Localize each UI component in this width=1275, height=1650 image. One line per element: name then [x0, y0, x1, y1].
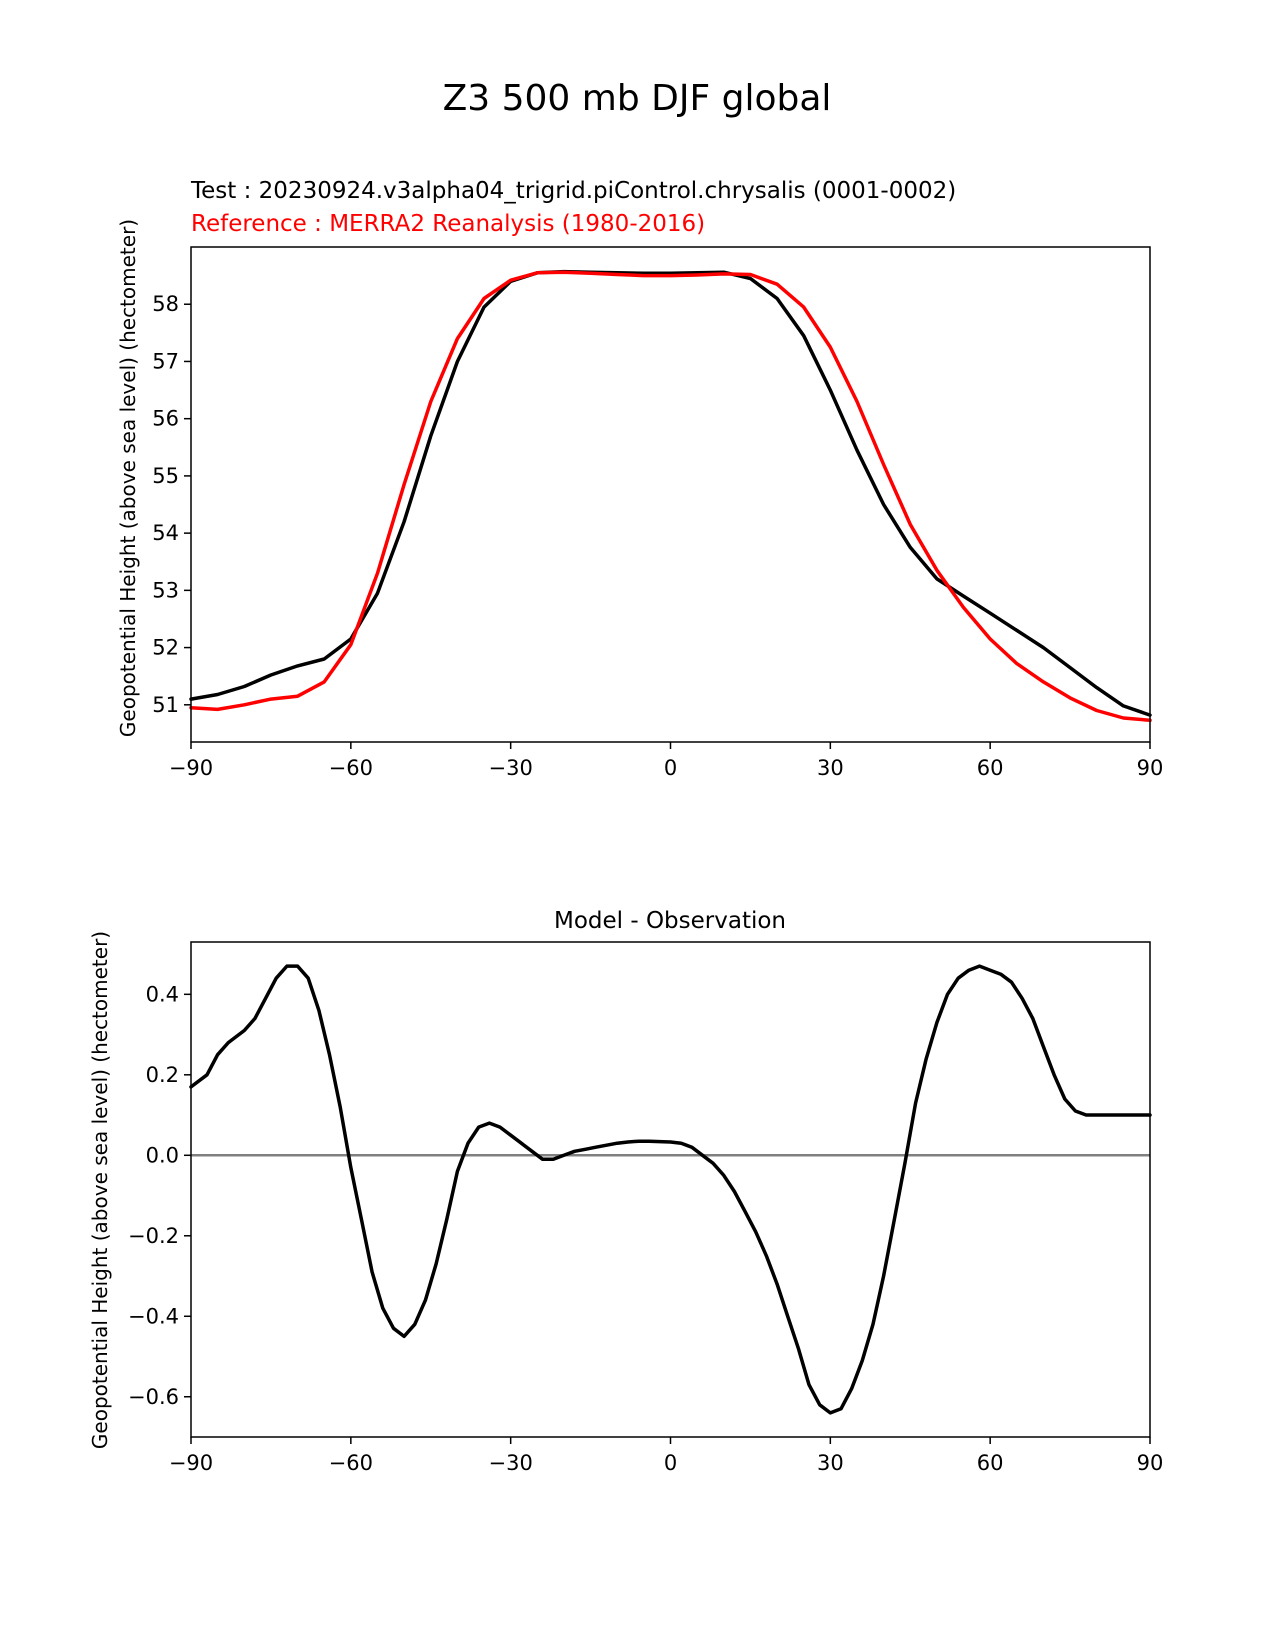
top-y-tick-label: 54 — [152, 521, 179, 545]
top-series-line-1 — [189, 270, 1152, 723]
top-y-tick-label: 56 — [152, 407, 179, 431]
top-panel: Test : 20230924.v3alpha04_trigrid.piCont… — [116, 178, 1163, 780]
top-x-tick-label: 90 — [1137, 756, 1164, 780]
top-marks: −90 −60 −30 0 30 60 90 51 52 53 54 55 56 57 58 — [152, 269, 1164, 780]
bottom-panel: Model - Observation Geopotential Height … — [88, 908, 1163, 1475]
test-label: Test : 20230924.v3alpha04_trigrid.piCont… — [190, 178, 956, 204]
figure-title: Z3 500 mb DJF global — [443, 78, 832, 119]
top-y-tick-label: 57 — [152, 349, 179, 373]
bottom-y-tick-label: 0.2 — [146, 1063, 179, 1087]
bottom-x-tick-label: 30 — [817, 1451, 844, 1475]
top-x-tick-label: −90 — [169, 756, 213, 780]
bottom-y-tick-label: 0.0 — [146, 1143, 179, 1167]
bottom-y-tick-label: −0.6 — [128, 1385, 179, 1409]
top-x-tick-label: −60 — [329, 756, 373, 780]
top-series-line-0 — [189, 269, 1152, 717]
bottom-x-tick-label: 0 — [664, 1451, 677, 1475]
bottom-series-line-0 — [189, 964, 1152, 1415]
top-x-tick-label: 30 — [817, 756, 844, 780]
top-x-tick-label: −30 — [489, 756, 533, 780]
bottom-plot-frame — [190, 941, 1151, 1438]
top-y-tick-label: 58 — [152, 292, 179, 316]
bottom-y-tick-label: −0.2 — [128, 1224, 179, 1248]
bottom-x-tick-label: −90 — [169, 1451, 213, 1475]
top-y-tick-label: 55 — [152, 464, 179, 488]
bottom-x-tick-label: −30 — [489, 1451, 533, 1475]
reference-label: Reference : MERRA2 Reanalysis (1980-2016… — [191, 211, 705, 237]
bottom-marks: −90 −60 −30 0 30 60 90 −0.6 −0.4 −0.2 0.0 0.2 0.4 — [128, 964, 1164, 1475]
bottom-x-tick-label: 90 — [1137, 1451, 1164, 1475]
top-x-tick-label: 60 — [977, 756, 1004, 780]
bottom-plot-title: Model - Observation — [554, 908, 786, 934]
top-y-tick-label: 53 — [152, 578, 179, 602]
bottom-y-tick-label: 0.4 — [146, 982, 179, 1006]
bottom-y-tick-label: −0.4 — [128, 1304, 179, 1328]
bottom-x-tick-label: 60 — [977, 1451, 1004, 1475]
top-y-tick-label: 52 — [152, 636, 179, 660]
top-x-tick-label: 0 — [664, 756, 677, 780]
top-plot-frame — [190, 246, 1151, 743]
bottom-x-tick-label: −60 — [329, 1451, 373, 1475]
top-y-tick-label: 51 — [152, 693, 179, 717]
top-y-axis-label: Geopotential Height (above sea level) (h… — [116, 219, 140, 737]
bottom-y-axis-label: Geopotential Height (above sea level) (h… — [88, 931, 112, 1449]
